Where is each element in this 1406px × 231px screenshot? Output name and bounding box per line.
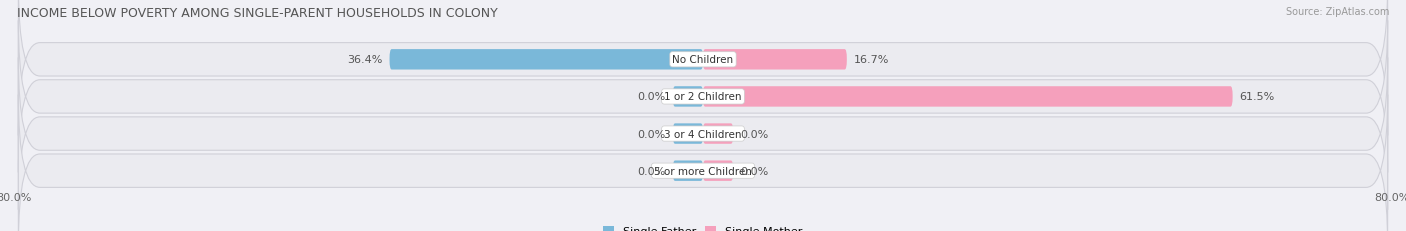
FancyBboxPatch shape bbox=[673, 87, 703, 107]
FancyBboxPatch shape bbox=[703, 161, 733, 181]
Text: 0.0%: 0.0% bbox=[638, 166, 666, 176]
Text: 1 or 2 Children: 1 or 2 Children bbox=[664, 92, 742, 102]
Text: 0.0%: 0.0% bbox=[740, 166, 768, 176]
Text: No Children: No Children bbox=[672, 55, 734, 65]
FancyBboxPatch shape bbox=[18, 21, 1388, 173]
Text: 5 or more Children: 5 or more Children bbox=[654, 166, 752, 176]
FancyBboxPatch shape bbox=[703, 87, 1233, 107]
FancyBboxPatch shape bbox=[389, 50, 703, 70]
Text: 3 or 4 Children: 3 or 4 Children bbox=[664, 129, 742, 139]
Text: INCOME BELOW POVERTY AMONG SINGLE-PARENT HOUSEHOLDS IN COLONY: INCOME BELOW POVERTY AMONG SINGLE-PARENT… bbox=[17, 7, 498, 20]
Text: 0.0%: 0.0% bbox=[638, 92, 666, 102]
FancyBboxPatch shape bbox=[673, 161, 703, 181]
Text: 0.0%: 0.0% bbox=[638, 129, 666, 139]
FancyBboxPatch shape bbox=[673, 124, 703, 144]
FancyBboxPatch shape bbox=[18, 58, 1388, 210]
Text: Source: ZipAtlas.com: Source: ZipAtlas.com bbox=[1285, 7, 1389, 17]
Legend: Single Father, Single Mother: Single Father, Single Mother bbox=[599, 221, 807, 231]
Text: 16.7%: 16.7% bbox=[853, 55, 889, 65]
FancyBboxPatch shape bbox=[703, 50, 846, 70]
FancyBboxPatch shape bbox=[18, 95, 1388, 231]
FancyBboxPatch shape bbox=[703, 124, 733, 144]
Text: 36.4%: 36.4% bbox=[347, 55, 382, 65]
FancyBboxPatch shape bbox=[18, 0, 1388, 136]
Text: 0.0%: 0.0% bbox=[740, 129, 768, 139]
Text: 61.5%: 61.5% bbox=[1240, 92, 1275, 102]
